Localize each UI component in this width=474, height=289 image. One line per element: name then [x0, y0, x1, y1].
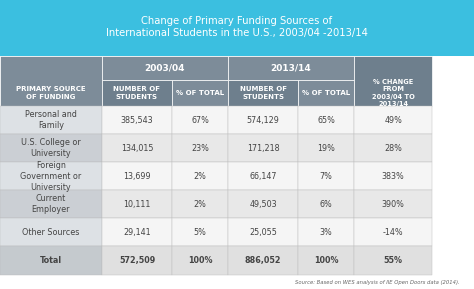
- Text: 886,052: 886,052: [245, 256, 282, 265]
- Text: 385,543: 385,543: [121, 116, 153, 125]
- Text: 2013/14: 2013/14: [271, 64, 311, 73]
- Text: 2%: 2%: [193, 200, 207, 209]
- Bar: [102, 80, 172, 106]
- Text: 66,147: 66,147: [249, 172, 277, 181]
- Bar: [102, 106, 172, 134]
- Text: -14%: -14%: [383, 228, 403, 237]
- Text: 55%: 55%: [383, 256, 403, 265]
- Text: 13,699: 13,699: [123, 172, 151, 181]
- Text: 100%: 100%: [314, 256, 338, 265]
- Text: Personal and
Family: Personal and Family: [25, 110, 77, 130]
- Text: 574,129: 574,129: [246, 116, 280, 125]
- Text: 25,055: 25,055: [249, 228, 277, 237]
- Text: 49%: 49%: [384, 116, 402, 125]
- Text: 572,509: 572,509: [119, 256, 155, 265]
- Text: 19%: 19%: [317, 144, 335, 153]
- Text: 383%: 383%: [382, 172, 404, 181]
- Bar: [228, 56, 354, 80]
- Bar: [0, 106, 102, 134]
- Bar: [0, 0, 474, 56]
- Bar: [298, 218, 354, 247]
- Text: Total: Total: [40, 256, 62, 265]
- Bar: [0, 247, 102, 275]
- Text: 49,503: 49,503: [249, 200, 277, 209]
- Bar: [354, 162, 432, 190]
- Text: U.S. College or
University: U.S. College or University: [21, 138, 81, 158]
- Bar: [298, 162, 354, 190]
- Bar: [172, 106, 228, 134]
- Text: Source: Based on WES analysis of IIE Open Doors data (2014).: Source: Based on WES analysis of IIE Ope…: [295, 280, 460, 285]
- Text: 7%: 7%: [319, 172, 333, 181]
- Text: Current
Employer: Current Employer: [32, 194, 70, 214]
- Text: Change of Primary Funding Sources of
International Students in the U.S., 2003/04: Change of Primary Funding Sources of Int…: [106, 16, 368, 38]
- Bar: [172, 190, 228, 218]
- Bar: [228, 190, 298, 218]
- Bar: [0, 162, 102, 190]
- Text: % OF TOTAL: % OF TOTAL: [302, 90, 350, 96]
- Bar: [102, 162, 172, 190]
- Text: 2003/04: 2003/04: [145, 64, 185, 73]
- Bar: [228, 134, 298, 162]
- Text: 100%: 100%: [188, 256, 212, 265]
- Bar: [354, 134, 432, 162]
- Text: 2%: 2%: [193, 172, 207, 181]
- Bar: [102, 247, 172, 275]
- Text: NUMBER OF
STUDENTS: NUMBER OF STUDENTS: [239, 86, 287, 100]
- Bar: [172, 247, 228, 275]
- Bar: [102, 56, 228, 80]
- Bar: [0, 134, 102, 162]
- Bar: [228, 218, 298, 247]
- Bar: [172, 134, 228, 162]
- Bar: [228, 247, 298, 275]
- Bar: [172, 218, 228, 247]
- Text: 67%: 67%: [191, 116, 209, 125]
- Text: 23%: 23%: [191, 144, 209, 153]
- Text: Other Sources: Other Sources: [22, 228, 80, 237]
- Text: 390%: 390%: [382, 200, 405, 209]
- Text: % CHANGE
FROM
2003/04 TO
2013/14: % CHANGE FROM 2003/04 TO 2013/14: [372, 79, 415, 107]
- Bar: [354, 190, 432, 218]
- Text: 5%: 5%: [193, 228, 207, 237]
- Bar: [228, 106, 298, 134]
- Bar: [354, 56, 432, 106]
- Text: % OF TOTAL: % OF TOTAL: [176, 90, 224, 96]
- Bar: [102, 190, 172, 218]
- Text: 3%: 3%: [320, 228, 332, 237]
- Bar: [0, 218, 102, 247]
- Text: 29,141: 29,141: [123, 228, 151, 237]
- Text: Foreign
Government or
University: Foreign Government or University: [20, 161, 82, 192]
- Bar: [0, 56, 102, 106]
- Bar: [172, 80, 228, 106]
- Text: PRIMARY SOURCE
OF FUNDING: PRIMARY SOURCE OF FUNDING: [16, 86, 86, 100]
- Text: 171,218: 171,218: [247, 144, 279, 153]
- Bar: [228, 80, 298, 106]
- Bar: [298, 134, 354, 162]
- Text: 28%: 28%: [384, 144, 402, 153]
- Bar: [298, 106, 354, 134]
- Bar: [354, 247, 432, 275]
- Bar: [354, 218, 432, 247]
- Bar: [298, 190, 354, 218]
- Text: 134,015: 134,015: [121, 144, 153, 153]
- Text: 65%: 65%: [317, 116, 335, 125]
- Bar: [354, 106, 432, 134]
- Bar: [228, 162, 298, 190]
- Bar: [298, 247, 354, 275]
- Bar: [298, 80, 354, 106]
- Text: NUMBER OF
STUDENTS: NUMBER OF STUDENTS: [113, 86, 161, 100]
- Bar: [102, 218, 172, 247]
- Text: 10,111: 10,111: [123, 200, 151, 209]
- Text: 6%: 6%: [320, 200, 332, 209]
- Bar: [0, 190, 102, 218]
- Bar: [102, 134, 172, 162]
- Bar: [172, 162, 228, 190]
